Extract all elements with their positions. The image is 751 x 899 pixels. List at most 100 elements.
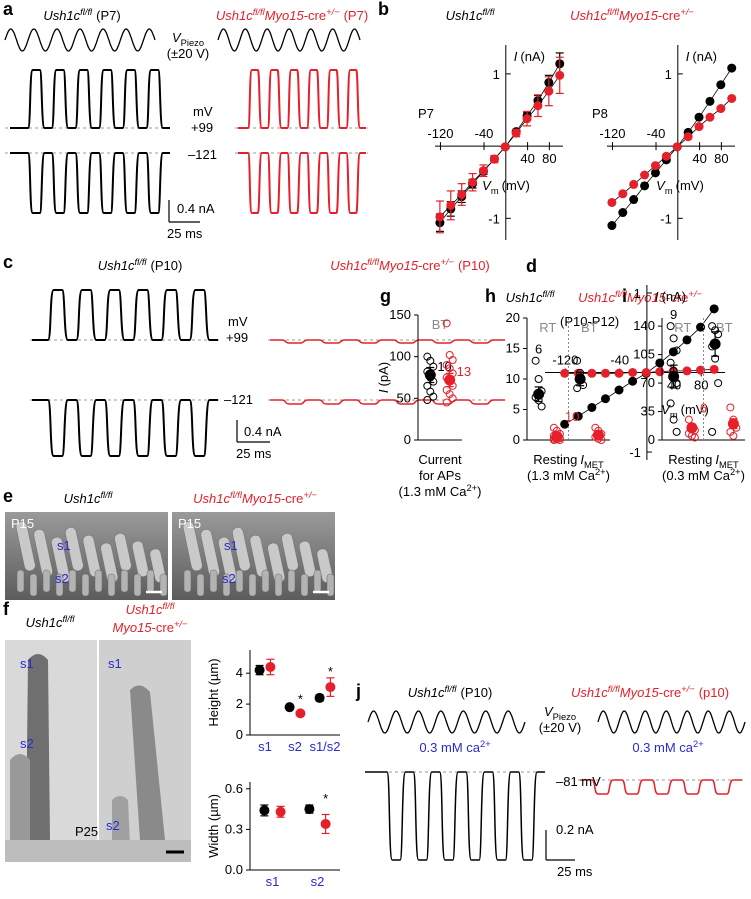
text-part: (P7) xyxy=(344,8,369,23)
label: Ush1cfl/fl xyxy=(64,490,114,506)
text-part: -cre xyxy=(418,258,440,273)
label: 0.3 mM ca2+ xyxy=(632,739,703,755)
panel-letter: a xyxy=(3,0,14,19)
text-part: fl/fl xyxy=(482,7,495,17)
label: s1 xyxy=(57,538,71,553)
data-point xyxy=(544,86,554,96)
label: Ush1cfl/fl xyxy=(126,601,176,617)
text-part: (mV) xyxy=(676,178,704,193)
x-tick-label: -40 xyxy=(610,353,629,368)
trace xyxy=(10,69,170,129)
x-tick-label: 80 xyxy=(694,378,708,393)
text-part: 2+ xyxy=(693,739,704,749)
n-label: 9 xyxy=(670,307,677,322)
y-tick-label: 0.0 xyxy=(225,862,243,877)
mean-point xyxy=(265,662,276,672)
data-point xyxy=(650,168,660,178)
trace xyxy=(580,779,742,795)
stereocilium xyxy=(231,527,251,572)
text-part: fl/fl xyxy=(367,257,380,267)
y-tick-label: 150 xyxy=(389,307,411,322)
x-axis-label: Vm (mV) xyxy=(482,178,530,196)
text-part: fl/fl xyxy=(542,289,555,299)
x-axis-label: (0.3 mM Ca2+) xyxy=(662,467,745,483)
text-part: Ush1c xyxy=(506,290,543,305)
panel-letter: d xyxy=(526,256,537,276)
trace xyxy=(4,28,156,52)
x-tick-label: 80 xyxy=(542,151,556,166)
text-part: m xyxy=(670,410,678,420)
data-point xyxy=(573,356,582,365)
label: 0.4 nA xyxy=(244,424,282,439)
y-tick-label: 140 xyxy=(633,318,655,333)
text-part: ) xyxy=(606,468,610,483)
y-axis-label: I (nA) xyxy=(686,49,717,64)
text-part: (nA) xyxy=(662,289,687,304)
x-tick-label: s2 xyxy=(311,874,325,889)
x-tick-label: -40 xyxy=(475,126,494,141)
stereocilium xyxy=(51,536,71,583)
stereocilium xyxy=(55,573,64,597)
data-point xyxy=(682,335,692,345)
text-part: I xyxy=(715,452,719,467)
data-point xyxy=(435,212,445,222)
y-tick-label: 0.3 xyxy=(225,821,243,836)
label: –121 xyxy=(224,392,253,407)
group-label: BT xyxy=(581,320,598,335)
x-tick-label: s1 xyxy=(266,874,280,889)
stereocilium xyxy=(26,654,50,840)
mean-point xyxy=(686,422,698,434)
label: (±20 V) xyxy=(539,720,582,735)
label: s2 xyxy=(55,571,69,586)
x-tick-label: -120 xyxy=(599,126,625,141)
text-part: (1.3 mM Ca xyxy=(527,468,596,483)
text-part: Myo15 xyxy=(242,491,282,506)
text-part: (pA) xyxy=(376,362,391,387)
mean-point xyxy=(254,665,265,676)
stereocilium xyxy=(16,569,25,593)
text-part: fl/fl xyxy=(608,684,621,694)
chart-title: P7 xyxy=(418,106,434,121)
y-tick-label: 0 xyxy=(648,432,655,447)
text-part: MET xyxy=(719,460,739,470)
label: Ush1cfl/fl (P10) xyxy=(98,257,183,273)
mean-point xyxy=(574,373,586,385)
y-axis-label: I (nA) xyxy=(514,49,545,64)
text-part: Resting xyxy=(668,452,712,467)
y-axis-label: Width (µm) xyxy=(206,794,221,858)
stereocilium xyxy=(64,527,84,572)
text-part: 2+ xyxy=(466,483,477,493)
group-label: RT xyxy=(539,320,556,335)
label: 25 ms xyxy=(236,446,272,461)
label: 25 ms xyxy=(557,864,593,879)
data-point xyxy=(666,399,675,408)
data-point xyxy=(442,319,451,328)
label: Ush1cfl/fl xyxy=(26,614,76,630)
data-point xyxy=(672,427,681,436)
stereocilium xyxy=(68,569,77,593)
text-part: V xyxy=(544,704,554,719)
y-tick-label: 0.6 xyxy=(225,781,243,796)
mean-point xyxy=(314,692,325,703)
x-tick-label: 80 xyxy=(714,151,728,166)
data-point xyxy=(726,403,735,412)
text-part: P8 xyxy=(592,106,608,121)
text-part: fl/fl xyxy=(162,601,175,611)
text-part: Myo15 xyxy=(379,258,419,273)
data-point xyxy=(537,402,546,411)
stereocilium xyxy=(94,569,103,593)
panel-letter: h xyxy=(485,286,496,306)
text-part: Ush1c xyxy=(408,685,445,700)
data-point xyxy=(423,396,432,404)
y-tick-label: 1 xyxy=(665,67,672,82)
y-tick-label: 50 xyxy=(397,390,411,405)
y-axis-label: Height (µm) xyxy=(206,658,221,726)
text-part: -cre xyxy=(666,290,688,305)
text-part: -cre xyxy=(658,8,680,23)
data-point xyxy=(640,170,650,180)
data-point xyxy=(429,362,438,371)
stereocilium xyxy=(182,521,203,572)
label: P25 xyxy=(75,824,98,839)
text-part: Ush1c xyxy=(98,258,135,273)
